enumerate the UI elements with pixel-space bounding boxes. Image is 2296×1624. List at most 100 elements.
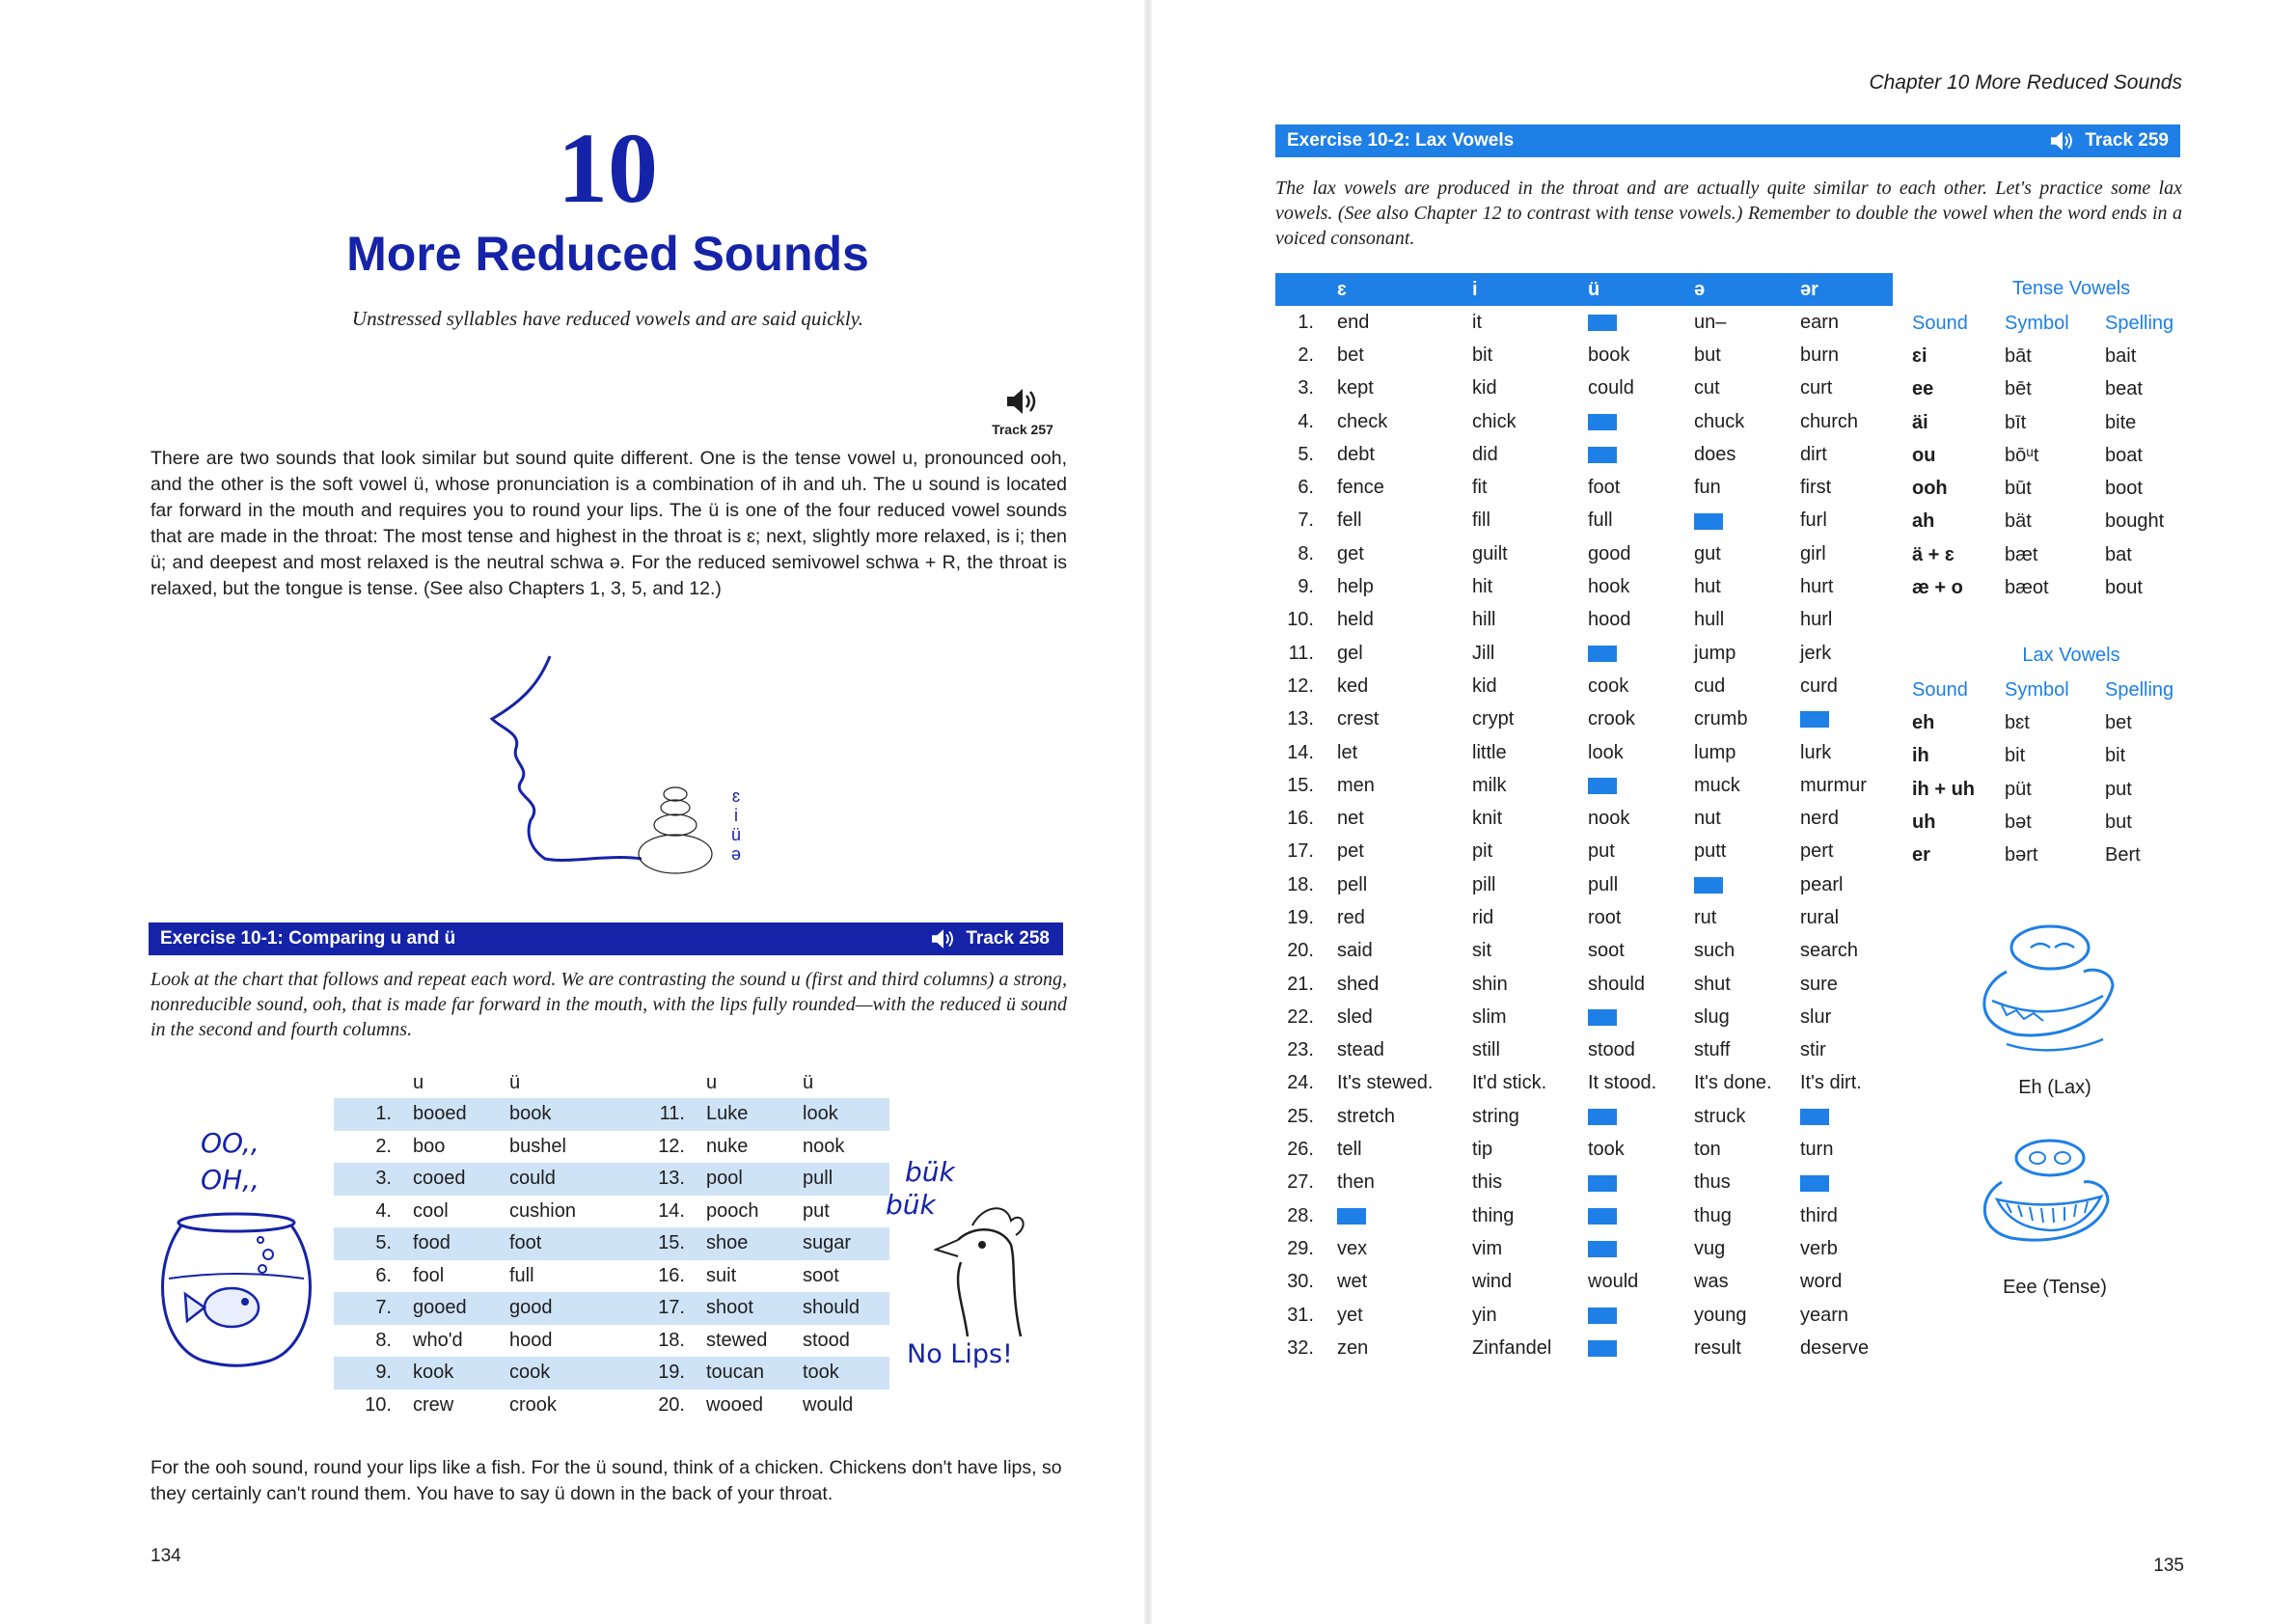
word-cell: should [793,1292,889,1325]
symbol-cell: bōᵘt [2005,444,2039,466]
word-cell: does [1694,443,1736,465]
sound-cell: eh [1912,711,1935,733]
column-header: Spelling [2105,678,2174,701]
blank-block [1694,512,1723,530]
symbol-cell: bāt [2005,344,2032,367]
word-cell [1578,769,1684,802]
table-row: 29. vex vim vug verb [1275,1232,1893,1265]
word-cell: took [793,1357,889,1390]
word-cell: putt [1694,840,1727,863]
word-cell: murmur [1800,774,1867,796]
fish-text: OO,, [201,1127,260,1159]
blank-block [1588,1307,1617,1324]
blank-block [1588,1108,1617,1125]
word-cell: rid [1472,906,1494,928]
speaker-icon [1007,389,1036,414]
word-cell: was [1694,1271,1729,1293]
word-cell [1578,637,1684,670]
row-number: 7. [334,1292,403,1325]
word-cell: let [1337,741,1358,763]
word-cell: It'd stick. [1472,1072,1547,1094]
blank-block [1588,314,1617,331]
word-cell: shoot [697,1292,793,1325]
word-cell: girl [1800,542,1826,564]
row-number: 4. [375,1199,392,1222]
table-row: 5. debt did does dirt [1275,438,1893,471]
row-number: 13. [596,1163,697,1196]
sound-cell: æ + o [1912,577,1963,599]
word-cell: look [793,1098,889,1131]
row-number: 20. [658,1393,685,1416]
word-cell: nerd [1800,808,1840,830]
row-number: 13. [1287,708,1314,730]
word-cell: suit [706,1264,737,1286]
word-cell: pooch [706,1199,759,1222]
blank-block [1588,1009,1617,1027]
row-number: 20. [1287,940,1314,962]
table-row: 3. kept kid could cut curt [1275,372,1893,405]
right-page: Chapter 10 More Reduced Sounds Exercise … [1148,0,2296,1624]
column-header: Sound [1912,312,1968,334]
word-cell: fill [1472,509,1490,532]
word-cell: cud [1694,674,1726,697]
table-row: 1. end it un– earn [1275,306,1893,339]
row-number: 1. [334,1098,403,1131]
word-cell: third [1800,1204,1838,1226]
word-cell: full [509,1264,534,1286]
word-cell: crook [509,1393,557,1416]
track-257[interactable]: Track 257 [984,386,1061,437]
sound-cell: ah [1912,510,1935,533]
table-row: 8. get guilt good gut girl [1275,537,1893,570]
word-cell: It's dirt. [1800,1072,1862,1094]
word-cell [1684,505,1790,537]
track-259[interactable]: Track 259 [2048,129,2169,152]
frog-lax-illustration [1982,924,2115,1052]
word-cell: cook [1588,674,1629,697]
symbol-cell: bīt [2005,411,2027,433]
word-cell: deserve [1800,1336,1870,1359]
word-cell: turn [1800,1139,1834,1161]
word-cell: furl [1800,509,1827,532]
word-cell: curt [1800,377,1833,399]
row-number: 21. [1287,973,1314,995]
table-row: 10. held hill hood hull hurl [1275,604,1893,637]
row-number: 3. [1298,377,1314,399]
word-cell: knit [1472,808,1503,830]
row-number: 16. [658,1264,685,1286]
word-cell: booed [403,1098,500,1131]
word-cell: hurt [1800,576,1834,598]
word-cell: boo [413,1135,446,1157]
word-cell: cook [500,1357,596,1390]
word-cell: root [1588,906,1622,928]
tense-vowels-title: Tense Vowels [2011,278,2131,299]
column-header: ü [509,1071,521,1093]
spelling-cell: bite [2105,411,2137,433]
word-cell: first [1800,477,1832,499]
blank-block [1337,1207,1366,1225]
blank-block [1588,778,1617,795]
word-cell: nook [1588,808,1630,830]
word-cell: should [1588,973,1645,995]
word-cell: pull [793,1163,889,1196]
word-cell: pearl [1800,873,1844,895]
row-number: 11. [1288,642,1314,664]
word-cell: un– [1694,311,1727,333]
word-cell: but [1694,344,1721,366]
word-cell: kept [1337,377,1374,399]
table-row: 19. red rid root rut rural [1275,901,1893,934]
symbol-cell: bərt [2005,844,2038,867]
row-number: 12. [1287,674,1314,697]
symbol-cell: bət [2005,811,2032,833]
symbol-cell: bät [2005,510,2032,533]
column-header: Spelling [2105,312,2174,334]
word-cell: could [1588,377,1634,399]
word-cell: fit [1472,477,1488,499]
table-row: 6. fool full 16. suit soot [334,1260,889,1293]
word-cell: little [1472,741,1507,763]
row-number: 18. [658,1329,685,1351]
word-cell: said [1337,940,1373,962]
track-258[interactable]: Track 258 [929,927,1050,950]
word-cell: jerk [1800,642,1832,664]
word-cell: dirt [1800,443,1827,465]
spelling-cell: bit [2105,745,2126,767]
